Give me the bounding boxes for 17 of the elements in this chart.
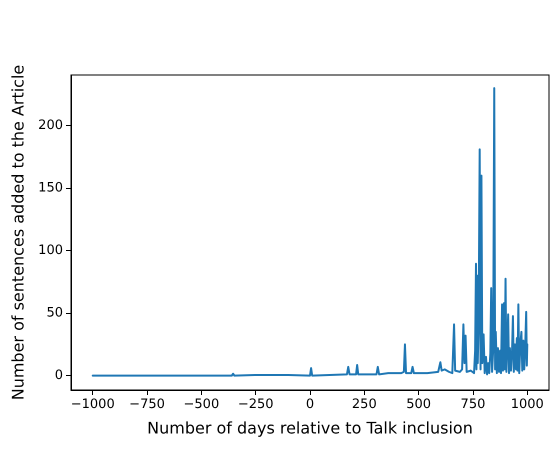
x-axis-title: Number of days relative to Talk inclusion [147, 418, 473, 438]
y-tick-label: 50 [46, 306, 63, 321]
x-tick-label: 500 [406, 397, 432, 412]
x-tick-label: −500 [184, 397, 220, 412]
x-tick-label: 1000 [510, 397, 544, 412]
y-tick-label: 0 [54, 368, 63, 384]
y-tick-label: 100 [38, 243, 63, 258]
x-tick-label: 750 [460, 397, 486, 412]
x-tick-label: 250 [352, 397, 377, 412]
x-tick-label: −250 [238, 397, 274, 412]
x-tick-label: −1000 [70, 397, 115, 412]
x-tick-label: 0 [306, 397, 314, 412]
y-axis-title: Number of sentences added to the Article [8, 64, 28, 400]
y-tick-label: 150 [38, 180, 63, 196]
y-tick-label: 200 [38, 118, 63, 134]
line-series [92, 87, 528, 377]
x-tick-label: −750 [129, 397, 165, 412]
